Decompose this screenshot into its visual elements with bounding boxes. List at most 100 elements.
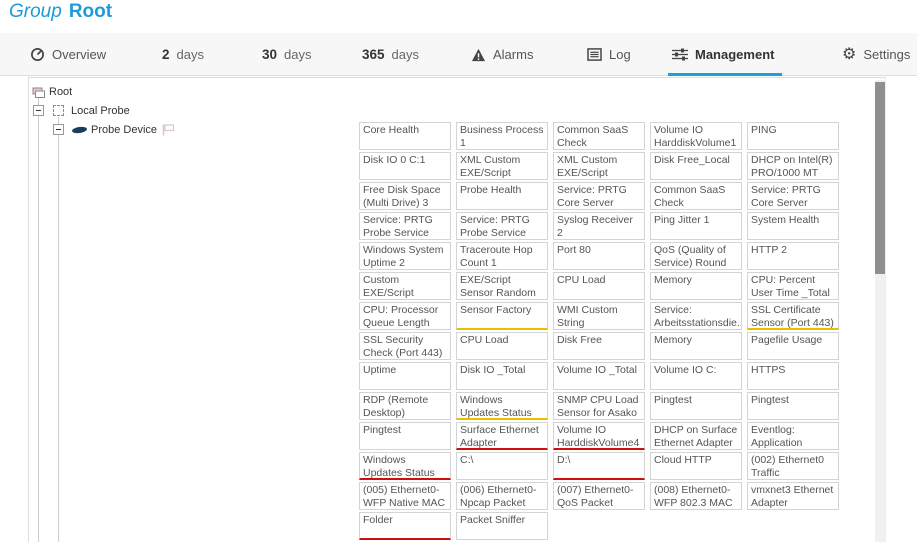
collapse-toggle-local-probe[interactable] xyxy=(33,105,44,116)
tab-label: days xyxy=(176,47,204,62)
sensor-box[interactable]: Service: PRTG Core Server Service xyxy=(747,182,839,210)
sensor-box[interactable]: Disk Free xyxy=(553,332,645,360)
sensor-box[interactable]: QoS (Quality of Service) Round Trip xyxy=(650,242,742,270)
sensor-box[interactable]: Free Disk Space (Multi Drive) 3 xyxy=(359,182,451,210)
sensor-box[interactable]: CPU Load xyxy=(456,332,548,360)
tab-alarms[interactable]: Alarms xyxy=(471,33,533,76)
sensor-box[interactable]: CPU: Processor Queue Length xyxy=(359,302,451,330)
tree-item-root[interactable]: Root xyxy=(49,86,73,98)
sensor-box[interactable]: Cloud HTTP xyxy=(650,452,742,480)
tab-settings[interactable]: ⚙ Settings xyxy=(842,33,910,76)
tree-guide-line xyxy=(38,98,39,542)
sensor-box[interactable]: Traceroute Hop Count 1 xyxy=(456,242,548,270)
sensor-box[interactable]: Service: Arbeitsstationsdie... xyxy=(650,302,742,330)
sensor-box[interactable]: HTTPS xyxy=(747,362,839,390)
sensor-box[interactable]: System Health xyxy=(747,212,839,240)
tab-label: Alarms xyxy=(493,47,534,62)
tab-30-days[interactable]: 30 days xyxy=(262,33,312,76)
page-title-type: Group xyxy=(9,1,62,22)
sensor-box[interactable]: Service: PRTG Probe Service xyxy=(359,212,451,240)
sensor-box[interactable]: Custom EXE/Script Sensor 1 xyxy=(359,272,451,300)
sensor-box[interactable]: Pingtest xyxy=(650,392,742,420)
sensor-box[interactable]: EXE/Script Sensor Random number xyxy=(456,272,548,300)
sensor-box[interactable]: WMI Custom String xyxy=(553,302,645,330)
alarm-icon xyxy=(471,48,486,62)
sensor-box[interactable]: Service: PRTG Probe Service xyxy=(456,212,548,240)
sensor-box[interactable]: Volume IO C: xyxy=(650,362,742,390)
tree-item-probe-device[interactable]: Probe Device xyxy=(91,124,158,136)
sensor-box[interactable]: XML Custom EXE/Script Sensor xyxy=(456,152,548,180)
tab-label: Overview xyxy=(52,47,107,62)
sensor-box[interactable]: D:\ xyxy=(553,452,645,480)
tab-number: 365 xyxy=(362,47,385,62)
sensor-box[interactable]: SSL Certificate Sensor (Port 443) xyxy=(747,302,839,330)
tab-365-days[interactable]: 365 days xyxy=(362,33,419,76)
tab-label: days xyxy=(391,47,419,62)
sensor-box[interactable]: Memory xyxy=(650,332,742,360)
probe-icon xyxy=(53,105,64,116)
sensor-box[interactable]: (006) Ethernet0-Npcap Packet xyxy=(456,482,548,510)
sensor-box[interactable]: Business Process 1 xyxy=(456,122,548,150)
sensor-box[interactable]: (008) Ethernet0-WFP 802.3 MAC xyxy=(650,482,742,510)
sensor-box[interactable]: Service: PRTG Core Server Service xyxy=(553,182,645,210)
sensor-box[interactable]: Pingtest xyxy=(747,392,839,420)
sensor-box[interactable]: Syslog Receiver 2 xyxy=(553,212,645,240)
sensor-box[interactable]: RDP (Remote Desktop) xyxy=(359,392,451,420)
sensor-box[interactable]: XML Custom EXE/Script Sensor xyxy=(553,152,645,180)
sensor-box[interactable]: DHCP on Surface Ethernet Adapter xyxy=(650,422,742,450)
management-panel: Root Local Probe Probe Device Core Healt… xyxy=(28,77,886,542)
sensor-box[interactable]: Port 80 xyxy=(553,242,645,270)
sensor-box[interactable]: Windows Updates Status xyxy=(456,392,548,420)
sensor-box[interactable]: CPU Load xyxy=(553,272,645,300)
log-icon xyxy=(587,48,602,61)
tab-2-days[interactable]: 2 days xyxy=(162,33,204,76)
collapse-toggle-probe-device[interactable] xyxy=(53,124,64,135)
sensor-box[interactable]: Core Health xyxy=(359,122,451,150)
vertical-scrollbar-track[interactable] xyxy=(875,80,885,542)
sensor-box[interactable]: (005) Ethernet0-WFP Native MAC xyxy=(359,482,451,510)
sensor-box[interactable]: Uptime xyxy=(359,362,451,390)
sensor-box[interactable]: HTTP 2 xyxy=(747,242,839,270)
sensor-box[interactable]: Windows System Uptime 2 xyxy=(359,242,451,270)
sensor-box[interactable]: SSL Security Check (Port 443) xyxy=(359,332,451,360)
tab-label: Management xyxy=(695,47,775,62)
group-icon xyxy=(32,86,46,104)
tab-label: Settings xyxy=(863,47,911,62)
sensor-box[interactable]: Disk IO _Total xyxy=(456,362,548,390)
sensor-box[interactable]: C:\ xyxy=(456,452,548,480)
sensor-box[interactable]: Pagefile Usage xyxy=(747,332,839,360)
sensor-box[interactable]: Surface Ethernet Adapter xyxy=(456,422,548,450)
tab-label: days xyxy=(284,47,312,62)
sensor-box[interactable]: Volume IO _Total xyxy=(553,362,645,390)
sensor-box[interactable]: (007) Ethernet0-QoS Packet xyxy=(553,482,645,510)
tab-management[interactable]: Management xyxy=(667,33,783,76)
sensor-box[interactable]: Sensor Factory xyxy=(456,302,548,330)
gear-icon: ⚙ xyxy=(842,45,857,63)
sensor-box[interactable]: DHCP on Intel(R) PRO/1000 MT xyxy=(747,152,839,180)
sensor-box[interactable]: Folder xyxy=(359,512,451,540)
sensor-box[interactable]: Common SaaS Check xyxy=(650,182,742,210)
sensor-box[interactable]: Common SaaS Check xyxy=(553,122,645,150)
sensor-box[interactable]: Volume IO HarddiskVolume4 xyxy=(553,422,645,450)
tab-overview[interactable]: Overview xyxy=(30,33,106,76)
sensor-box[interactable]: Pingtest xyxy=(359,422,451,450)
sensor-box[interactable]: CPU: Percent User Time _Total xyxy=(747,272,839,300)
flag-icon[interactable] xyxy=(162,123,175,141)
sensor-box[interactable]: Disk IO 0 C:1 xyxy=(359,152,451,180)
vertical-scrollbar-thumb[interactable] xyxy=(875,82,885,274)
tree-item-local-probe[interactable]: Local Probe xyxy=(71,105,130,117)
sensor-box[interactable]: (002) Ethernet0 Traffic xyxy=(747,452,839,480)
sensor-box[interactable]: Memory xyxy=(650,272,742,300)
sensor-box[interactable]: vmxnet3 Ethernet Adapter xyxy=(747,482,839,510)
sensor-box[interactable]: Probe Health xyxy=(456,182,548,210)
device-icon xyxy=(71,124,88,135)
sensor-box[interactable]: Disk Free_Local xyxy=(650,152,742,180)
sensor-box[interactable]: Volume IO HarddiskVolume1 xyxy=(650,122,742,150)
sensor-box[interactable]: PING xyxy=(747,122,839,150)
sensor-box[interactable]: Ping Jitter 1 xyxy=(650,212,742,240)
sensor-box[interactable]: SNMP CPU Load Sensor for Asako xyxy=(553,392,645,420)
sensor-box[interactable]: Eventlog: Application xyxy=(747,422,839,450)
sensor-box[interactable]: Packet Sniffer xyxy=(456,512,548,540)
tab-log[interactable]: Log xyxy=(587,33,631,76)
sensor-box[interactable]: Windows Updates Status xyxy=(359,452,451,480)
